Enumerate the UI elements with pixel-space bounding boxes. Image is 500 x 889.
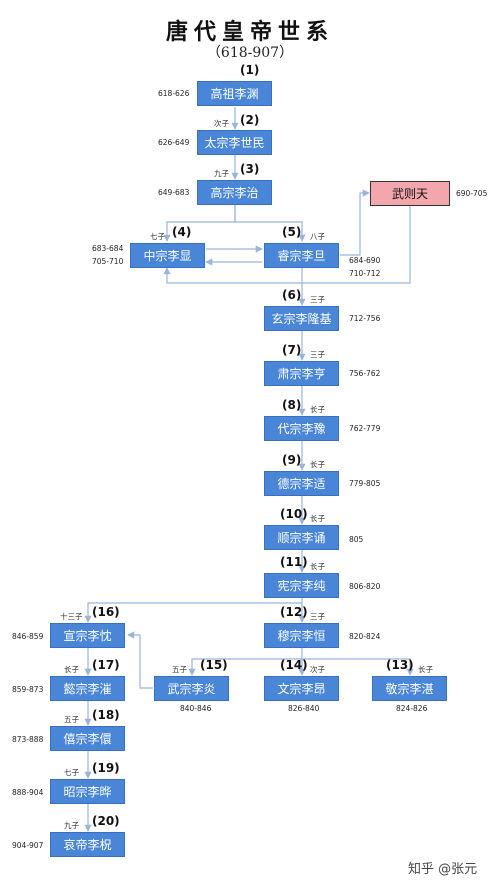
num-xizong: (18) — [92, 708, 120, 722]
rel-xuanzong: 三子 — [310, 295, 325, 304]
node-shunzong: 顺宗李诵 — [264, 525, 339, 550]
years-gaozong: 649-683 — [158, 188, 190, 197]
rel-wenzong: 次子 — [310, 665, 325, 674]
rel-xianzong: 长子 — [310, 562, 325, 571]
years-xuanzong: 712-756 — [349, 314, 381, 323]
num-gaozong: (3) — [240, 162, 260, 176]
num-dezong: (9) — [282, 453, 302, 467]
years-xianzong: 806-820 — [349, 582, 381, 591]
num-gaozu: (1) — [240, 63, 260, 77]
node-jingzong: 敬宗李湛 — [372, 676, 447, 701]
rel-yizong: 长子 — [64, 665, 79, 674]
num-xuanzong2: (16) — [92, 605, 120, 619]
rel-dezong: 长子 — [310, 460, 325, 469]
rel-xizong: 五子 — [64, 715, 79, 724]
num-daizong: (8) — [282, 398, 302, 412]
node-wuzetian: 武则天 — [370, 181, 450, 206]
years-wuzetian: 690-705 — [456, 189, 488, 198]
edge-wuzetian-zhongzong — [163, 206, 411, 284]
rel-suzong: 三子 — [310, 350, 325, 359]
rel-gaozong: 九子 — [214, 169, 229, 178]
node-xuanzong2: 宣宗李忱 — [50, 623, 125, 648]
node-xizong: 僖宗李儇 — [50, 726, 125, 751]
node-zhaozong: 昭宗李晔 — [50, 779, 125, 804]
node-dezong: 德宗李适 — [264, 471, 339, 496]
edge-ruizong-wuzetian — [340, 189, 370, 256]
rel-ruizong: 八子 — [310, 232, 325, 241]
num-taizong: (2) — [240, 113, 260, 127]
years-xuanzong2: 846-859 — [12, 632, 44, 641]
num-zhaozong: (19) — [92, 761, 120, 775]
node-zhongzong: 中宗李显 — [130, 243, 205, 268]
num-jingzong: (13) — [386, 658, 414, 672]
edge-wuzong-xuanzong2 — [127, 631, 153, 689]
node-xuanzong: 玄宗李隆基 — [264, 306, 339, 331]
rel-daizong: 长子 — [310, 405, 325, 414]
years-gaozu: 618-626 — [158, 89, 190, 98]
num-muzong: (12) — [280, 605, 308, 619]
years-taizong: 626-649 — [158, 138, 190, 147]
num-wenzong: (14) — [280, 658, 308, 672]
num-suzong: (7) — [282, 343, 302, 357]
years-zhaozong: 888-904 — [12, 788, 44, 797]
node-daizong: 代宗李豫 — [264, 416, 339, 441]
num-xianzong: (11) — [280, 555, 308, 569]
node-wenzong: 文宗李昂 — [264, 676, 339, 701]
years-dezong: 779-805 — [349, 479, 381, 488]
years-yizong: 859-873 — [12, 685, 44, 694]
rel-muzong: 三子 — [310, 612, 325, 621]
rel-shunzong: 长子 — [310, 514, 325, 523]
years-xizong: 873-888 — [12, 735, 44, 744]
node-muzong: 穆宗李恒 — [264, 623, 339, 648]
num-aidi: (20) — [92, 814, 120, 828]
num-ruizong: (5) — [282, 225, 302, 239]
rel-wuzong: 五子 — [172, 665, 187, 674]
years-zhongzong-1: 683-684 — [92, 244, 124, 253]
edge-muzong-wuzong — [188, 658, 302, 676]
num-zhongzong: (4) — [172, 225, 192, 239]
years-jingzong: 824-826 — [396, 704, 428, 713]
rel-taizong: 次子 — [214, 119, 229, 128]
chart-subtitle: （618-907） — [206, 45, 294, 61]
num-xuanzong: (6) — [282, 288, 302, 302]
node-gaozu: 高祖李渊 — [197, 81, 272, 106]
chart-title: 唐代皇帝世系 — [165, 19, 334, 45]
years-daizong: 762-779 — [349, 424, 381, 433]
years-shunzong: 805 — [349, 535, 364, 544]
years-suzong: 756-762 — [349, 369, 381, 378]
years-zhongzong-2: 705-710 — [92, 257, 124, 266]
node-xianzong: 宪宗李纯 — [264, 573, 339, 598]
num-yizong: (17) — [92, 658, 120, 672]
edge-xianzong-xuanzong2 — [84, 602, 302, 623]
edge-gaozong-ruizong — [234, 205, 306, 242]
num-shunzong: (10) — [280, 507, 308, 521]
node-aidi: 哀帝李柷 — [50, 832, 125, 857]
num-wuzong: (15) — [200, 658, 228, 672]
node-taizong: 太宗李世民 — [197, 130, 272, 155]
watermark: 知乎 @张元 — [408, 862, 478, 877]
node-gaozong: 高宗李治 — [197, 180, 272, 205]
years-wuzong: 840-846 — [180, 704, 212, 713]
node-suzong: 肃宗李亨 — [264, 361, 339, 386]
rel-xuanzong2: 十三子 — [60, 612, 83, 621]
node-yizong: 懿宗李漼 — [50, 676, 125, 701]
node-wuzong: 武宗李炎 — [154, 676, 229, 701]
edge-muzong-jingzong — [302, 658, 414, 676]
years-aidi: 904-907 — [12, 841, 44, 850]
years-wenzong: 826-840 — [288, 704, 320, 713]
rel-zhongzong: 七子 — [150, 232, 165, 241]
rel-jingzong: 长子 — [418, 665, 433, 674]
node-ruizong: 睿宗李旦 — [264, 243, 339, 268]
rel-aidi: 九子 — [64, 821, 79, 830]
years-ruizong-1: 684-690 — [349, 256, 381, 265]
rel-zhaozong: 七子 — [64, 768, 79, 777]
years-muzong: 820-824 — [349, 632, 381, 641]
years-ruizong-2: 710-712 — [349, 269, 381, 278]
